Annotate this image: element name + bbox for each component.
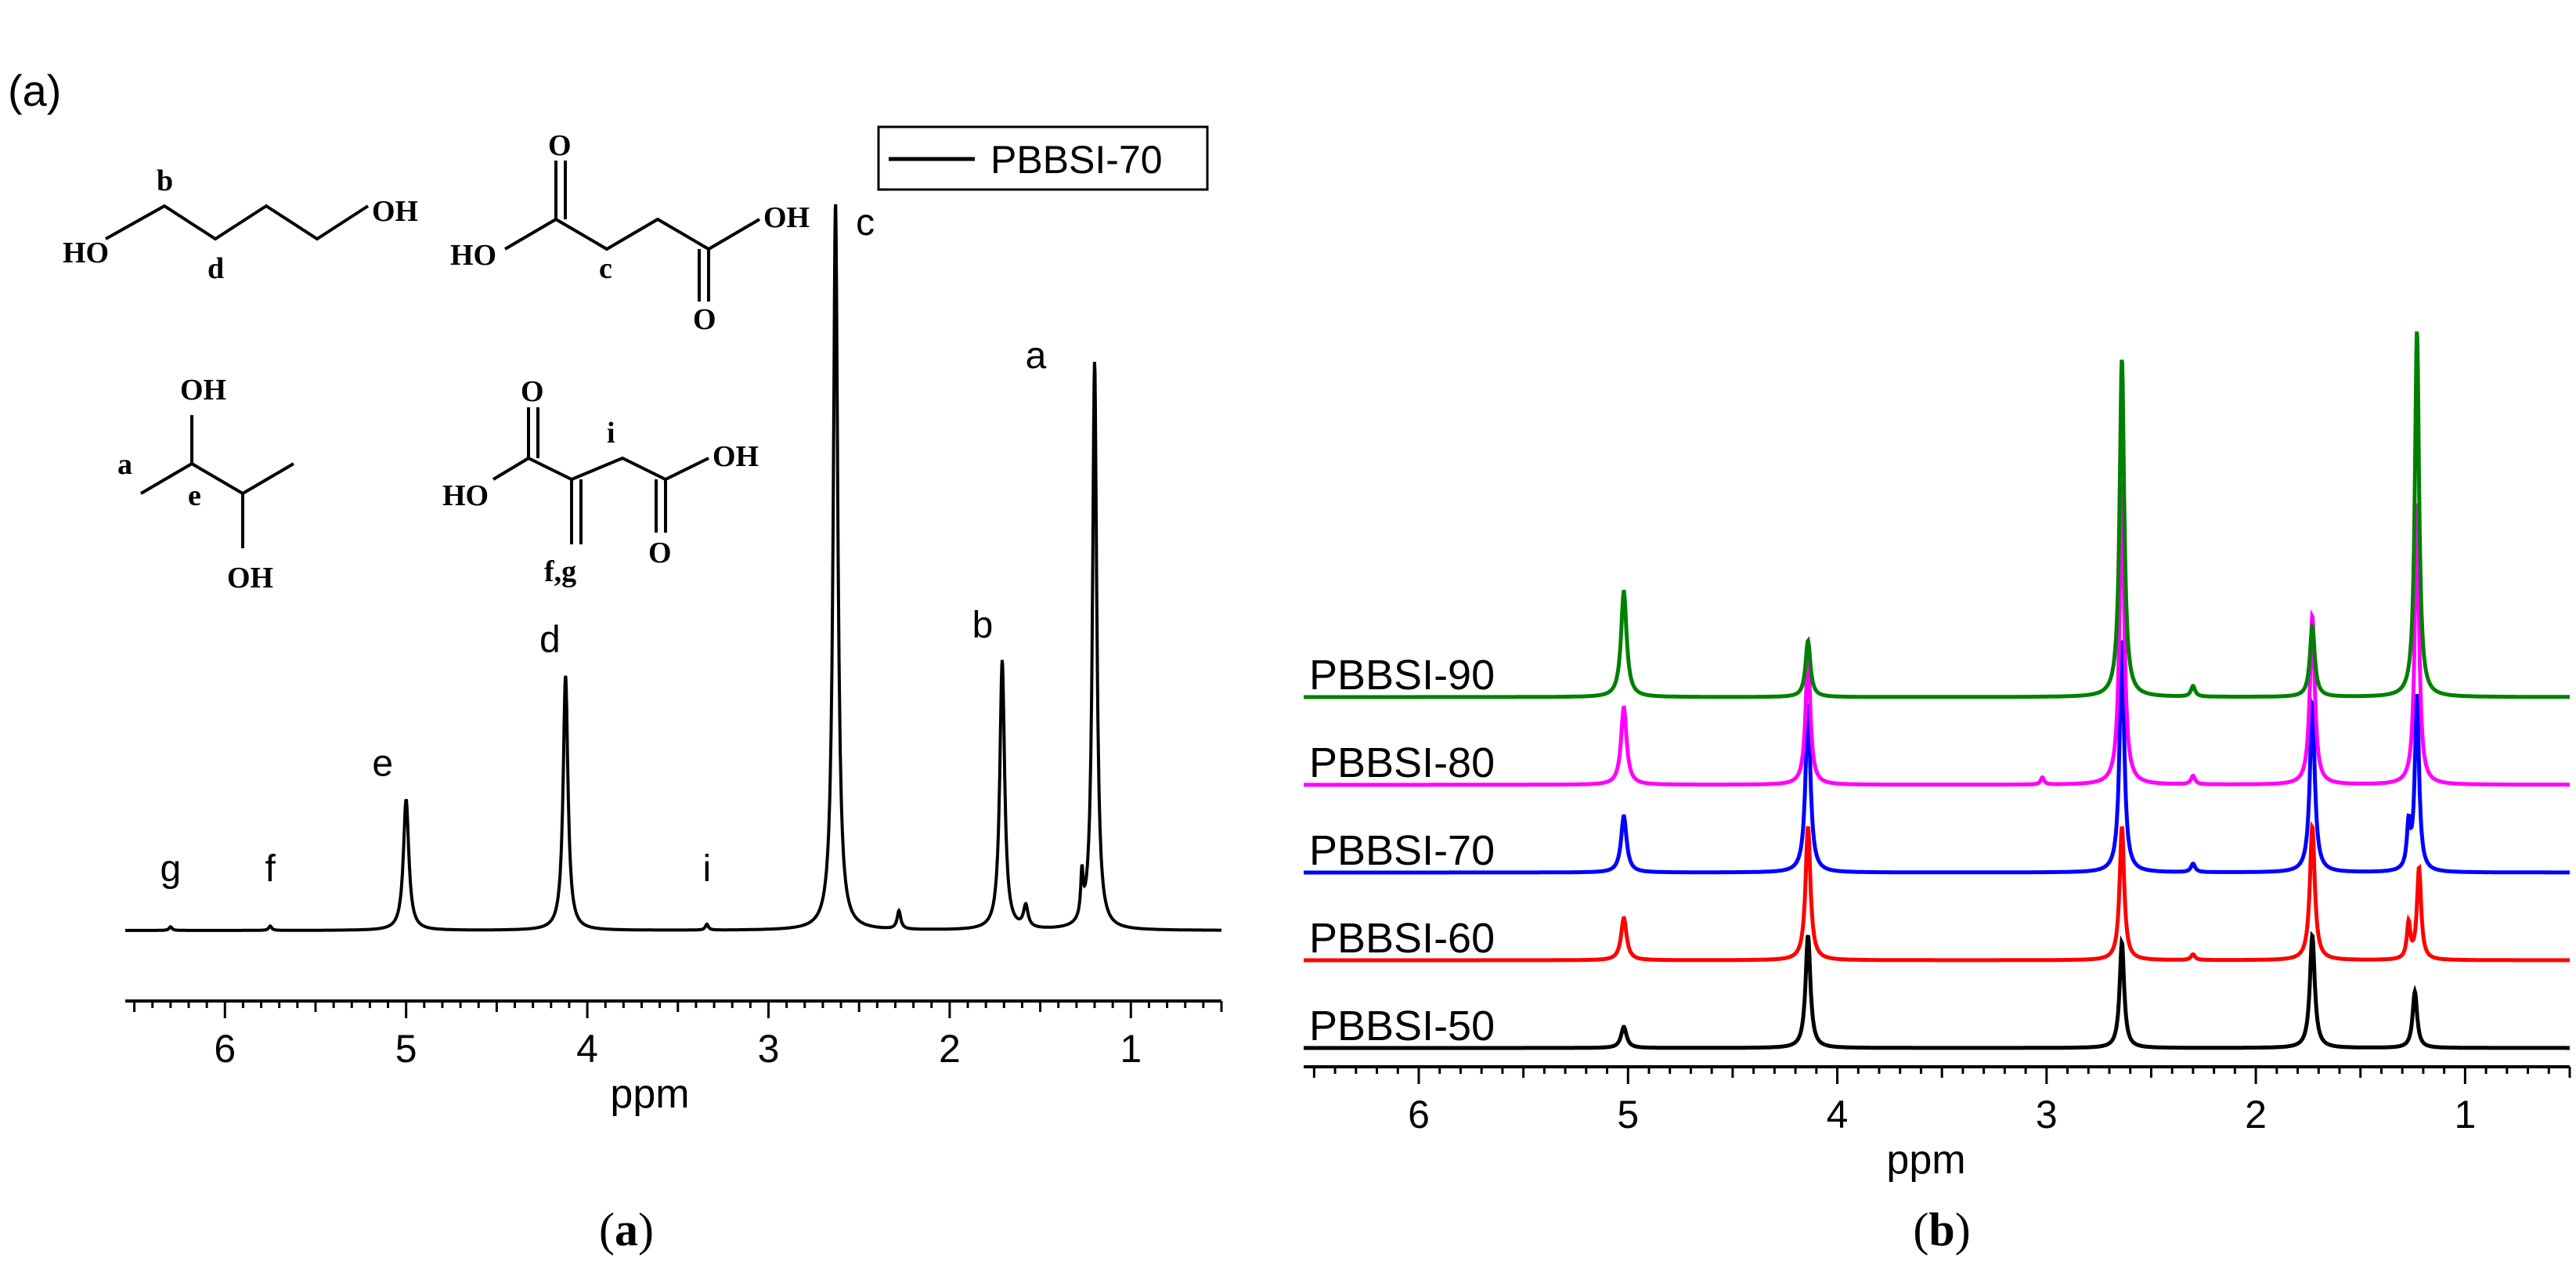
butanediol-oh-right: OH <box>372 195 418 228</box>
peak-label-g: g <box>160 848 181 890</box>
x-tick-label-panel-a: 2 <box>939 1027 961 1071</box>
x-tick-label-panel-b: 4 <box>1827 1093 1849 1136</box>
peak-label-e: e <box>372 743 393 785</box>
x-tick-label-panel-b: 5 <box>1617 1093 1639 1136</box>
panel-a-tag: (a) <box>8 66 61 115</box>
butanediol-label-d: d <box>207 252 224 285</box>
x-tick-label-panel-b: 6 <box>1408 1093 1430 1136</box>
plot-panel-a <box>125 204 1221 932</box>
x-axis-title-panel-a: ppm <box>610 1071 689 1117</box>
butanediol-23-structure <box>139 415 295 548</box>
succinic-o-bottom: O <box>693 303 716 336</box>
peak-label-c: c <box>856 202 875 244</box>
succinic-acid-structure <box>503 161 761 302</box>
series-labels-panel-b: PBBSI-50 PBBSI-60 PBBSI-70 PBBSI-80 PBBSI-90 <box>1309 652 1495 1050</box>
spectrum-line-pbbsi-60-panel-b <box>1304 821 2570 963</box>
chemical-structures <box>105 161 761 548</box>
x-tick-label-panel-a: 1 <box>1120 1027 1142 1071</box>
x-tick-label-panel-a: 4 <box>576 1027 598 1071</box>
spectrum-line-pbbsi-70-panel-a <box>125 204 1221 932</box>
x-tick-label-panel-b: 1 <box>2454 1093 2476 1136</box>
itaconic-ho: HO <box>442 479 489 512</box>
peak-labels-panel-a: g f e d i c b a <box>160 202 1046 890</box>
butanediol-oh-left: HO <box>63 237 109 269</box>
peak-label-b: b <box>972 605 994 646</box>
butane23diol-oh-bottom: OH <box>227 562 273 594</box>
butanediol-label-b: b <box>157 164 173 197</box>
succinic-o-top: O <box>548 129 572 162</box>
butanediol-structure <box>105 204 370 241</box>
butane23diol-label-a: a <box>117 448 132 481</box>
x-tick-label-panel-b: 2 <box>2245 1093 2267 1136</box>
series-label-pbbsi-60: PBBSI-60 <box>1309 915 1495 962</box>
itaconic-acid-structure <box>492 407 709 544</box>
legend-label-pbbsi-70: PBBSI-70 <box>990 138 1163 182</box>
series-label-pbbsi-70: PBBSI-70 <box>1309 827 1495 874</box>
itaconic-label-i: i <box>607 417 615 450</box>
itaconic-o-bottom: O <box>648 537 672 569</box>
succinic-oh: OH <box>763 201 810 234</box>
itaconic-label-fg: f,g <box>544 555 576 588</box>
spectrum-line-pbbsi-70-panel-b <box>1304 640 2570 875</box>
succinic-ho: HO <box>450 239 496 272</box>
peak-label-i: i <box>702 848 711 890</box>
structure-labels: HO OH b d HO OH O O c OH OH a e HO OH O … <box>63 129 810 594</box>
x-tick-label-panel-a: 5 <box>395 1027 417 1071</box>
panel-b-caption: (b) <box>1913 1204 1970 1256</box>
spectrum-line-pbbsi-90-panel-b <box>1304 331 2570 699</box>
series-label-pbbsi-80: PBBSI-80 <box>1309 739 1495 786</box>
series-label-pbbsi-90: PBBSI-90 <box>1309 652 1495 699</box>
peak-label-a: a <box>1026 335 1047 377</box>
x-axis-panel-a: 6 5 4 3 2 1 ppm <box>125 999 1223 1117</box>
peak-label-f: f <box>265 848 276 890</box>
itaconic-oh: OH <box>713 440 759 473</box>
succinic-label-c: c <box>599 252 612 285</box>
butane23diol-label-e: e <box>188 479 201 512</box>
x-tick-label-panel-a: 3 <box>758 1027 780 1071</box>
legend-panel-a: PBBSI-70 <box>877 125 1209 191</box>
panel-a: (a) <box>8 66 1223 1256</box>
x-tick-label-panel-a: 6 <box>214 1027 236 1071</box>
peak-label-d: d <box>539 620 561 661</box>
plot-panel-b <box>1304 331 2570 1050</box>
x-axis-panel-b: 6 5 4 3 2 1 ppm <box>1304 1065 2571 1183</box>
panel-a-caption: (a) <box>599 1204 654 1256</box>
itaconic-o-top: O <box>521 375 544 408</box>
panel-b: PBBSI-50 PBBSI-60 PBBSI-70 PBBSI-80 PBBSI-90… <box>1304 331 2571 1256</box>
butane23diol-oh-top: OH <box>180 374 226 407</box>
spectrum-line-pbbsi-80-panel-b <box>1304 482 2570 787</box>
x-axis-title-panel-b: ppm <box>1886 1137 1965 1183</box>
series-label-pbbsi-50: PBBSI-50 <box>1309 1003 1495 1050</box>
spectrum-line-pbbsi-50-panel-b <box>1304 931 2570 1050</box>
x-tick-label-panel-b: 3 <box>2036 1093 2058 1136</box>
